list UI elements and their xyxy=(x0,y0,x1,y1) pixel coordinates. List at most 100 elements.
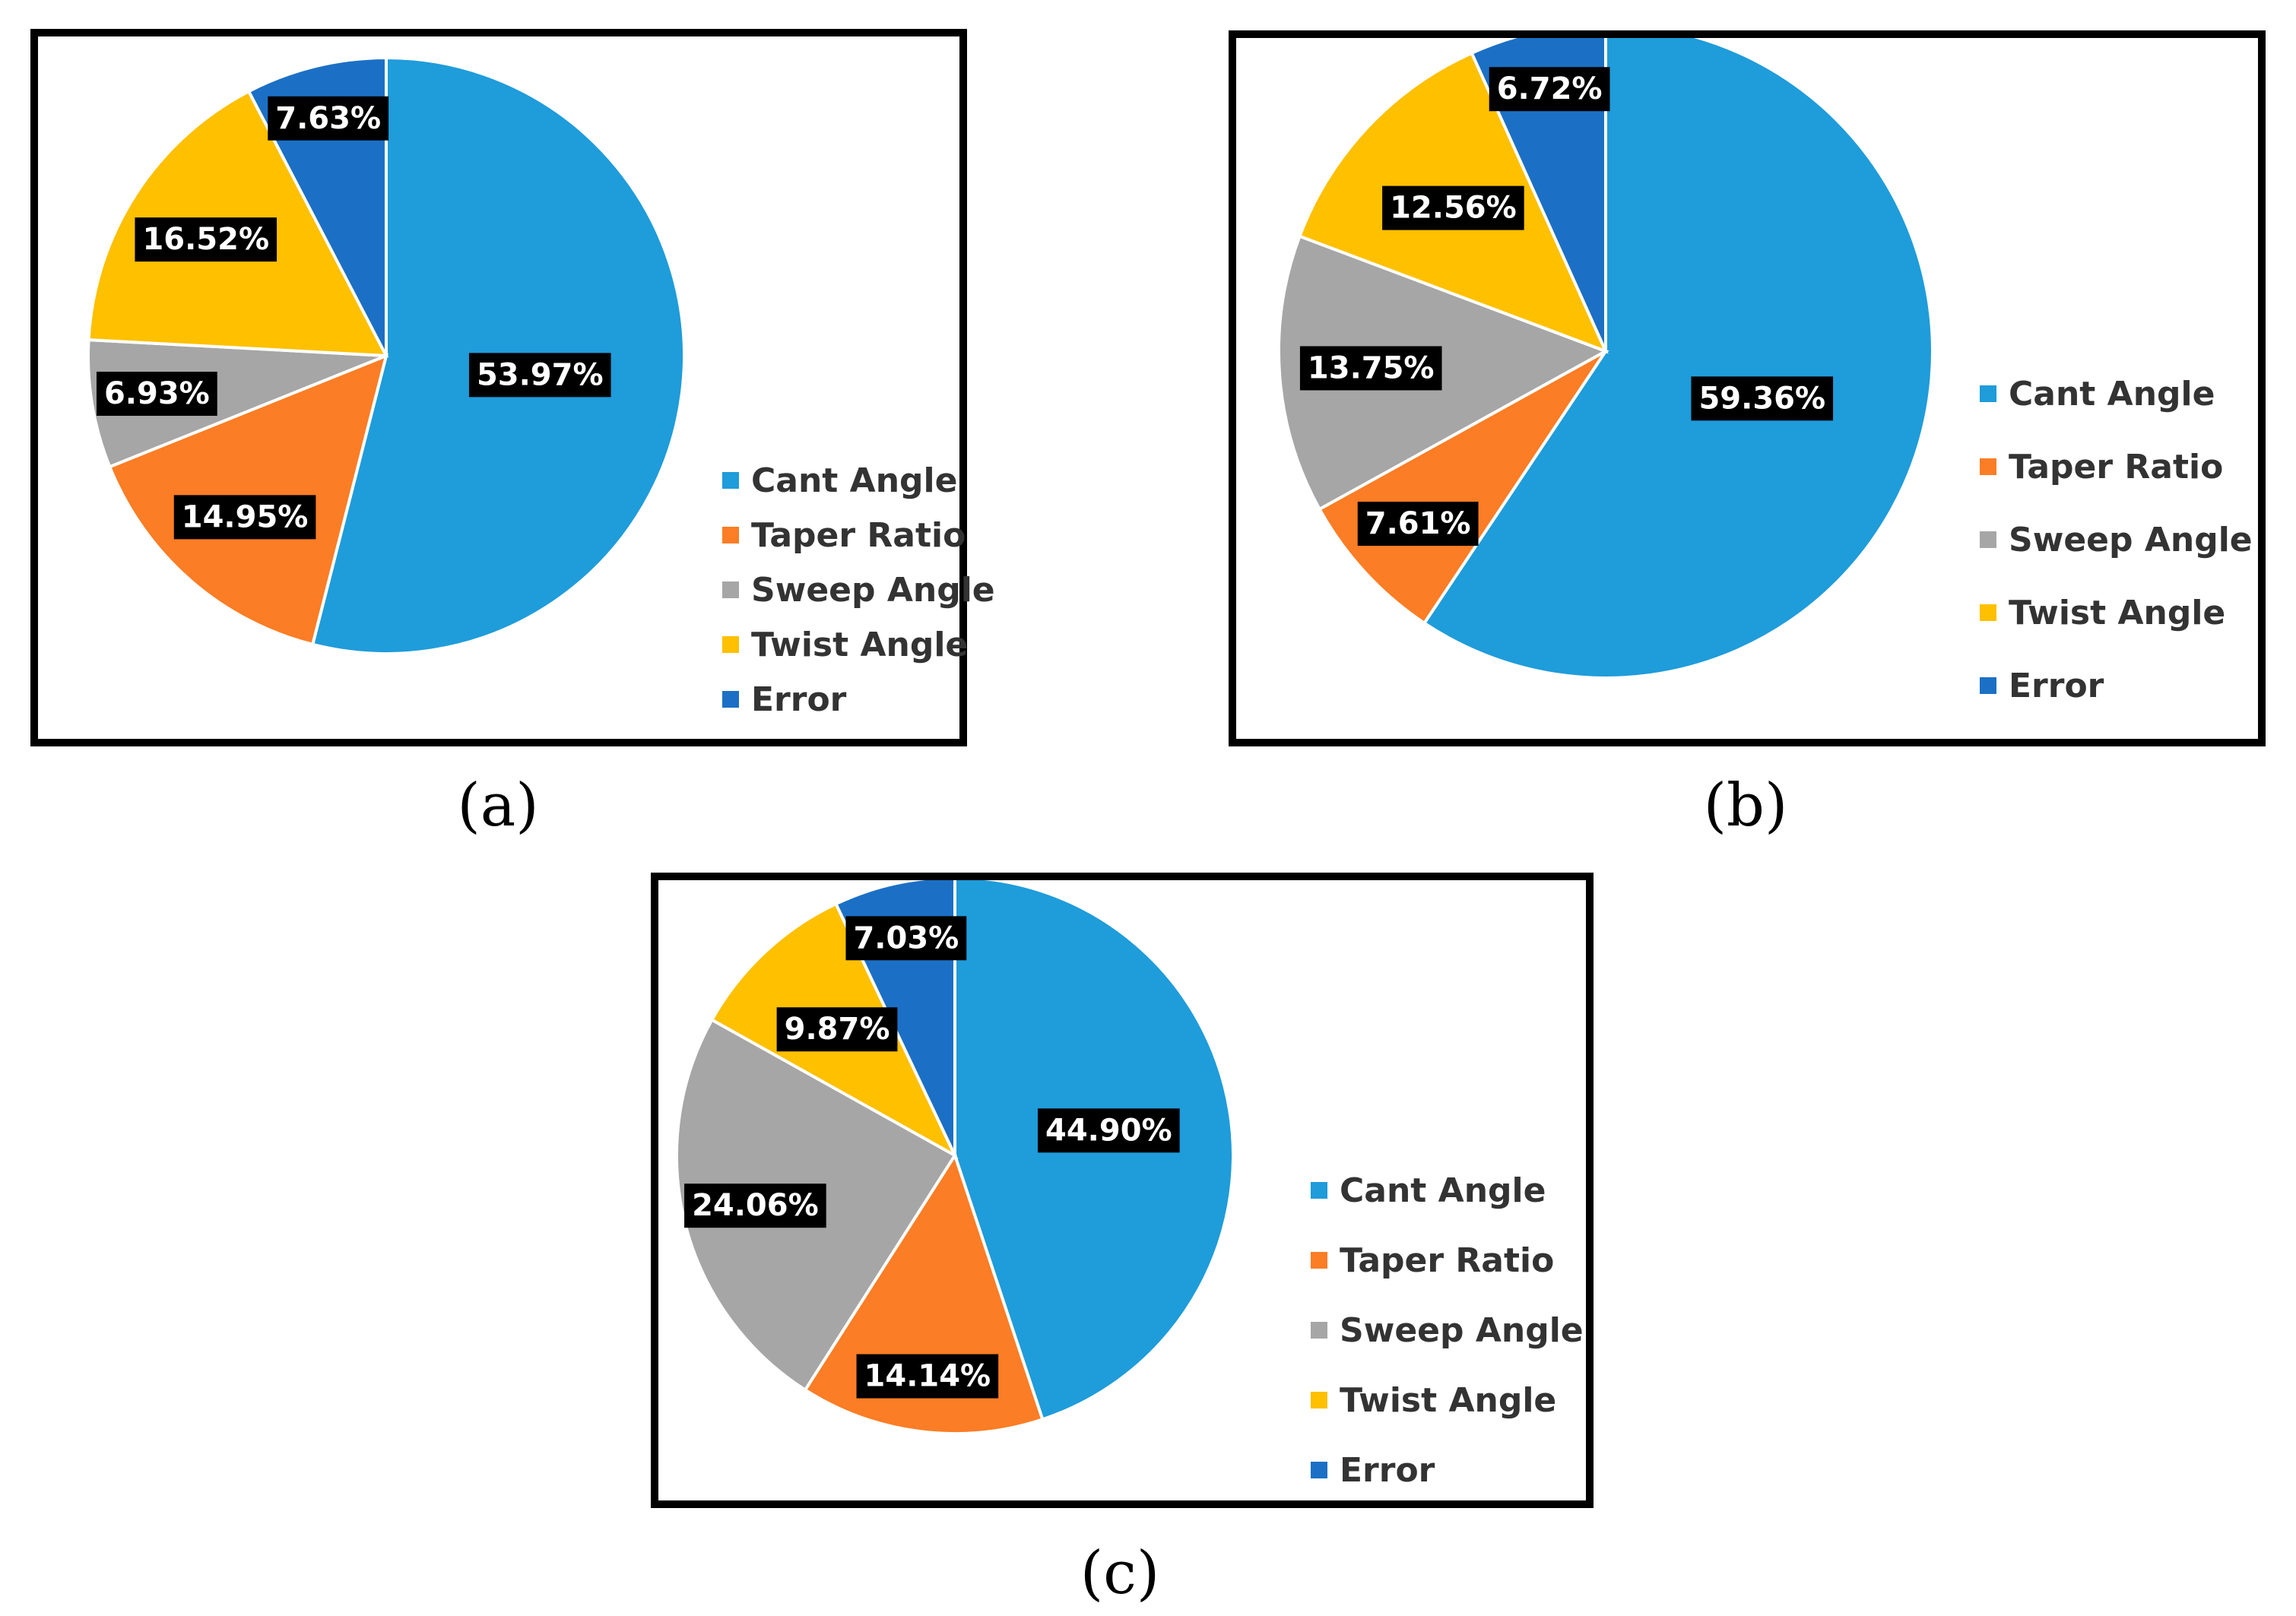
data-label-box xyxy=(96,372,217,417)
data-label-box xyxy=(845,916,967,961)
chart-panel-a: 53.97% 14.95% 6.93% 16.52% 7.63% Cant Angle T… xyxy=(30,29,995,746)
chart-panel-c: 44.90% 14.14% 24.06% 9.87% 7.03% Cant Angle T… xyxy=(651,873,1594,1508)
data-label-sweep-angle: 13.75% xyxy=(1299,346,1442,391)
data-label-box xyxy=(1038,1108,1180,1153)
data-label-text: 44.90% xyxy=(1045,1113,1172,1148)
legend-swatch xyxy=(722,636,739,653)
data-label-box xyxy=(173,495,316,540)
legend-swatch xyxy=(1980,458,1996,475)
legend-swatch xyxy=(1311,1392,1327,1408)
data-labels-a: 53.97% 14.95% 6.93% 16.52% 7.63% xyxy=(96,96,611,540)
data-label-twist-angle: 9.87% xyxy=(776,1007,898,1052)
legend-item-error: Error xyxy=(722,672,995,727)
data-label-cant-angle: 59.36% xyxy=(1691,376,1834,421)
data-label-text: 7.63% xyxy=(275,101,381,136)
pie-slice-taper-ratio xyxy=(1317,350,1607,626)
legend-item-taper-ratio: Taper Ratio xyxy=(722,508,995,562)
legend-label: Sweep Angle xyxy=(1340,1310,1584,1350)
data-label-text: 7.61% xyxy=(1365,506,1471,541)
data-label-text: 6.93% xyxy=(104,376,210,411)
legend-swatch xyxy=(722,472,739,489)
legend-label: Taper Ratio xyxy=(2009,447,2224,486)
data-label-cant-angle: 53.97% xyxy=(468,353,611,398)
pie-chart-a: 53.97% 14.95% 6.93% 16.52% 7.63% xyxy=(87,55,686,655)
legend-swatch xyxy=(1311,1322,1327,1339)
legend-swatch xyxy=(722,581,739,598)
data-label-box xyxy=(468,353,611,398)
legend-swatch xyxy=(1980,385,1996,402)
caption-a: (a) xyxy=(457,772,539,840)
legend-c: Cant Angle Taper Ratio Sweep Angle Twist An… xyxy=(1311,1155,1584,1505)
pie-slice-error xyxy=(1470,38,1607,352)
data-label-box xyxy=(1382,185,1524,230)
legend-item-cant-angle: Cant Angle xyxy=(722,453,995,508)
legend-swatch xyxy=(1980,604,1996,621)
legend-swatch xyxy=(1980,677,1996,694)
data-label-taper-ratio: 7.61% xyxy=(1357,502,1479,547)
data-labels-c: 44.90% 14.14% 24.06% 9.87% 7.03% xyxy=(684,916,1180,1399)
legend-label: Taper Ratio xyxy=(1340,1241,1555,1280)
legend-item-error: Error xyxy=(1980,649,2253,722)
pie-slice-sweep-angle xyxy=(1277,234,1609,512)
pie-slice-sweep-angle xyxy=(87,337,387,469)
data-label-box xyxy=(135,217,277,262)
caption-c: (c) xyxy=(1080,1539,1160,1608)
data-label-error: 7.63% xyxy=(268,96,389,141)
data-label-box xyxy=(776,1007,898,1052)
legend-item-sweep-angle: Sweep Angle xyxy=(1980,503,2253,576)
data-label-box xyxy=(1357,502,1479,547)
data-labels-b: 59.36% 7.61% 13.75% 12.56% 6.72% xyxy=(1299,67,1834,547)
pie-chart-c: 44.90% 14.14% 24.06% 9.87% 7.03% xyxy=(675,880,1235,1435)
data-label-text: 16.52% xyxy=(142,222,269,257)
legend-label: Taper Ratio xyxy=(751,515,966,555)
chart-panel-b: 59.36% 7.61% 13.75% 12.56% 6.72% Cant Angle T… xyxy=(1229,30,2266,746)
data-label-box xyxy=(1489,67,1610,112)
legend-item-twist-angle: Twist Angle xyxy=(1980,576,2253,649)
data-label-box xyxy=(684,1183,826,1228)
data-label-twist-angle: 12.56% xyxy=(1382,185,1524,230)
legend-label: Twist Angle xyxy=(751,625,969,664)
data-label-text: 13.75% xyxy=(1308,350,1435,385)
data-label-taper-ratio: 14.95% xyxy=(173,495,316,540)
data-label-box xyxy=(1299,346,1442,391)
legend-label: Sweep Angle xyxy=(2009,520,2253,559)
legend-swatch xyxy=(1980,531,1996,548)
data-label-box xyxy=(1691,376,1834,421)
data-label-text: 53.97% xyxy=(477,357,604,392)
legend-item-taper-ratio: Taper Ratio xyxy=(1311,1225,1584,1295)
data-label-text: 14.14% xyxy=(864,1359,991,1394)
legend-label: Cant Angle xyxy=(751,461,958,500)
data-label-error: 7.03% xyxy=(845,916,967,961)
legend-swatch xyxy=(1311,1462,1327,1478)
data-label-box xyxy=(268,96,389,141)
legend-item-sweep-angle: Sweep Angle xyxy=(722,562,995,617)
legend-label: Twist Angle xyxy=(2009,593,2226,632)
legend-a: Cant Angle Taper Ratio Sweep Angle Twist An… xyxy=(722,453,995,727)
data-label-text: 6.72% xyxy=(1497,71,1603,106)
legend-item-error: Error xyxy=(1311,1435,1584,1505)
data-label-sweep-angle: 24.06% xyxy=(684,1183,826,1228)
legend-item-twist-angle: Twist Angle xyxy=(722,617,995,672)
pie-slice-cant-angle xyxy=(1422,38,1934,680)
legend-label: Cant Angle xyxy=(2009,374,2215,414)
data-label-sweep-angle: 6.93% xyxy=(96,372,217,417)
legend-item-cant-angle: Cant Angle xyxy=(1311,1155,1584,1225)
legend-swatch xyxy=(722,691,739,708)
legend-label: Twist Angle xyxy=(1340,1380,1557,1420)
data-label-twist-angle: 16.52% xyxy=(135,217,277,262)
legend-item-cant-angle: Cant Angle xyxy=(1980,357,2253,430)
caption-b: (b) xyxy=(1703,772,1788,840)
legend-swatch xyxy=(1311,1182,1327,1199)
legend-swatch xyxy=(722,527,739,543)
legend-b: Cant Angle Taper Ratio Sweep Angle Twist An… xyxy=(1980,357,2253,722)
data-label-text: 24.06% xyxy=(692,1188,819,1223)
legend-label: Sweep Angle xyxy=(751,570,995,610)
data-label-text: 12.56% xyxy=(1390,191,1517,226)
legend-label: Error xyxy=(1340,1450,1435,1490)
legend-item-taper-ratio: Taper Ratio xyxy=(1980,430,2253,503)
pie-chart-b: 59.36% 7.61% 13.75% 12.56% 6.72% xyxy=(1277,38,1934,680)
data-label-text: 9.87% xyxy=(785,1012,890,1047)
data-label-text: 14.95% xyxy=(182,499,309,534)
legend-label: Cant Angle xyxy=(1340,1171,1546,1210)
data-label-cant-angle: 44.90% xyxy=(1038,1108,1180,1153)
